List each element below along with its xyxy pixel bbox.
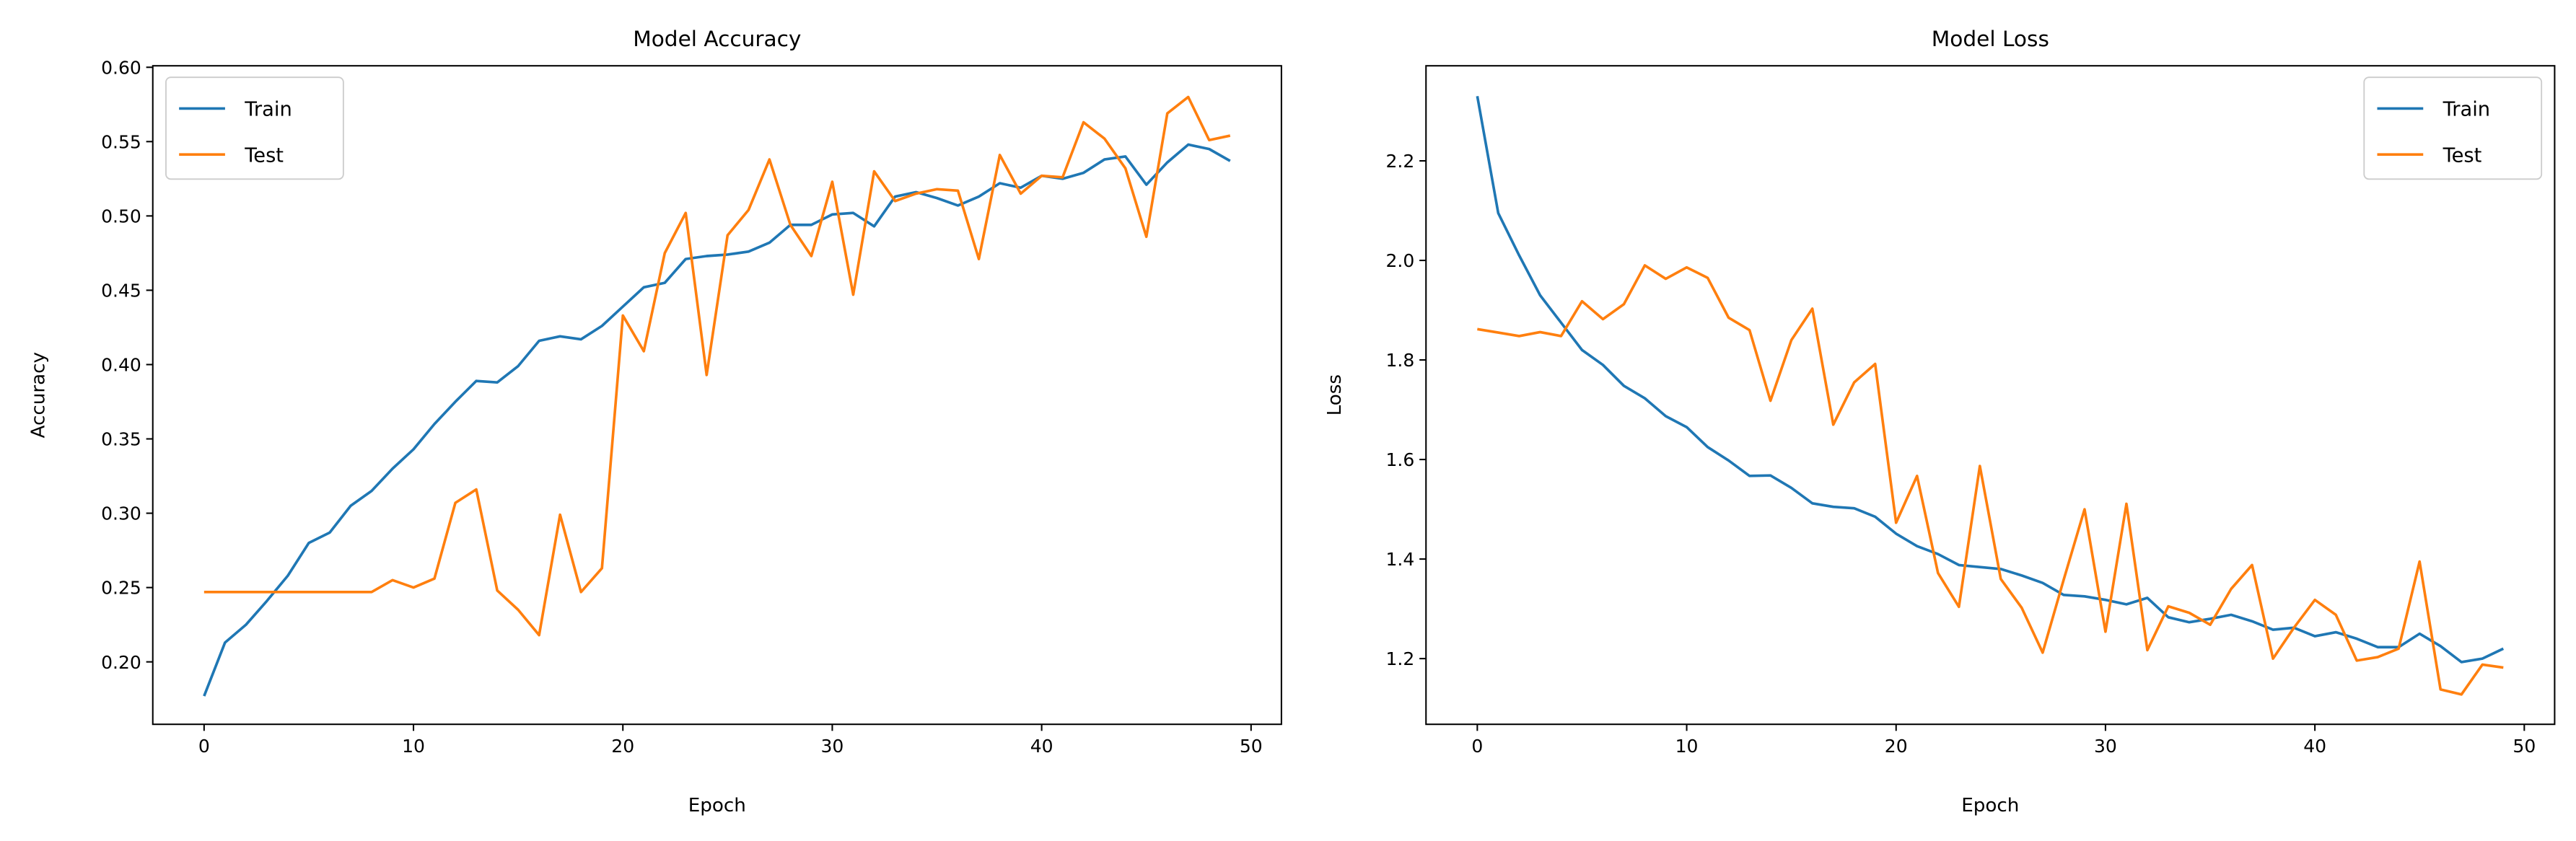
y-tick-label: 1.2: [1386, 648, 1415, 669]
x-tick-label: 40: [2303, 736, 2326, 757]
chart-title: Model Loss: [1932, 27, 2049, 51]
y-tick-label: 0.20: [101, 652, 141, 673]
series-line-train: [203, 143, 1231, 697]
y-tick-label: 0.50: [101, 206, 141, 226]
x-axis-label: Epoch: [1961, 795, 2019, 816]
y-axis-label: Loss: [1324, 374, 1346, 415]
y-tick-label: 2.2: [1386, 151, 1415, 172]
y-tick-label: 0.55: [101, 131, 141, 152]
y-tick-label: 0.60: [101, 57, 141, 78]
x-tick-label: 0: [1471, 736, 1483, 757]
x-tick-label: 50: [1240, 736, 1263, 757]
x-tick-label: 30: [2094, 736, 2117, 757]
y-axis-label: Accuracy: [27, 352, 49, 439]
series-line-train: [1476, 95, 2505, 664]
x-tick-label: 20: [611, 736, 634, 757]
axes-frame: [152, 65, 1282, 726]
series-line-test: [1477, 264, 2504, 696]
chart-loss: Model Loss 0 10 20 30 40 50 1.2 1.4 1.6 1.8 2.0 2.2 E…: [1324, 27, 2556, 816]
legend: Train Test: [2363, 76, 2543, 180]
legend: Train Test: [165, 76, 344, 180]
chart-accuracy: Model Accuracy 0 10 20 30 40 50 0.20 0.25 0.30 0.3…: [27, 27, 1282, 816]
x-axis-label: Epoch: [688, 795, 746, 816]
y-tick-label: 1.4: [1386, 549, 1415, 570]
y-tick-label: 0.40: [101, 355, 141, 376]
legend-label-test: Test: [2443, 144, 2482, 167]
y-tick-label: 0.35: [101, 429, 141, 450]
legend-label-test: Test: [244, 144, 284, 167]
legend-label-train: Train: [244, 99, 292, 121]
y-tick-label: 0.30: [101, 503, 141, 524]
x-tick-label: 20: [1885, 736, 1908, 757]
x-tick-label: 30: [820, 736, 844, 757]
x-tick-label: 0: [198, 736, 210, 757]
y-tick-label: 2.0: [1386, 250, 1415, 271]
y-tick-label: 0.45: [101, 281, 141, 301]
y-tick-label: 1.8: [1386, 350, 1415, 371]
series-line-test: [203, 95, 1231, 637]
legend-label-train: Train: [2443, 99, 2491, 121]
chart-title: Model Accuracy: [633, 27, 801, 51]
x-tick-label: 50: [2513, 736, 2536, 757]
axes-frame: [1425, 65, 2556, 726]
x-tick-label: 40: [1030, 736, 1053, 757]
x-tick-label: 10: [402, 736, 425, 757]
y-tick-label: 1.6: [1386, 449, 1415, 470]
y-tick-label: 0.25: [101, 578, 141, 599]
x-tick-label: 10: [1675, 736, 1699, 757]
